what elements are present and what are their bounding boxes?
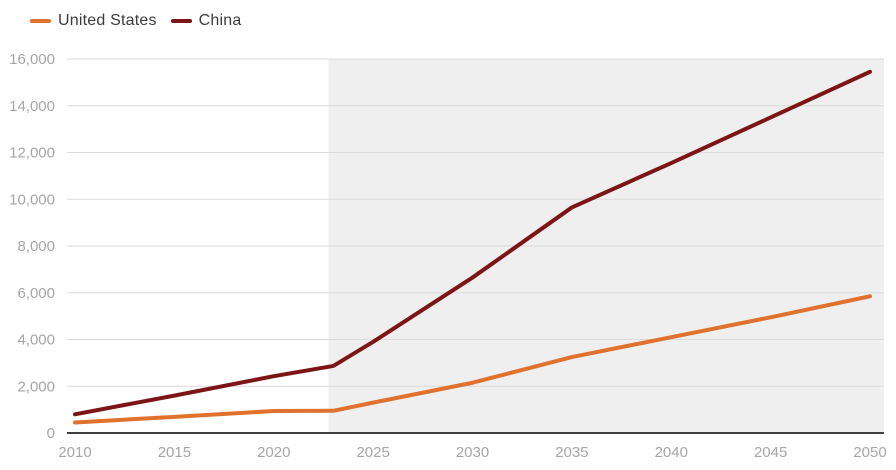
x-tick-label: 2025 [356, 444, 389, 461]
y-tick-label: 12,000 [9, 145, 55, 162]
x-tick-label: 2015 [158, 444, 191, 461]
y-tick-label: 14,000 [9, 98, 55, 115]
x-tick-label: 2045 [754, 444, 787, 461]
y-tick-label: 2,000 [17, 378, 55, 395]
x-tick-label: 2035 [555, 444, 588, 461]
legend-marker-china [170, 19, 192, 23]
y-tick-label: 4,000 [17, 332, 55, 349]
legend: United States China [30, 12, 241, 30]
x-tick-label: 2050 [853, 444, 886, 461]
y-tick-label: 8,000 [17, 238, 55, 255]
y-tick-label: 0 [47, 425, 55, 442]
y-tick-label: 10,000 [9, 191, 55, 208]
y-tick-label: 16,000 [9, 51, 55, 68]
x-tick-label: 2020 [257, 444, 290, 461]
series-line-china [73, 69, 872, 417]
series-line-united-states [73, 294, 872, 425]
y-tick-label: 6,000 [17, 285, 55, 302]
x-tick-label: 2030 [456, 444, 489, 461]
x-tick-label: 2010 [58, 444, 91, 461]
legend-marker-united-states [30, 19, 51, 23]
legend-label-united-states: United States [58, 12, 157, 29]
legend-item-china: China [170, 12, 242, 30]
legend-label-china: China [198, 12, 242, 29]
legend-item-united-states: United States [30, 12, 157, 30]
x-tick-label: 2040 [655, 444, 688, 461]
